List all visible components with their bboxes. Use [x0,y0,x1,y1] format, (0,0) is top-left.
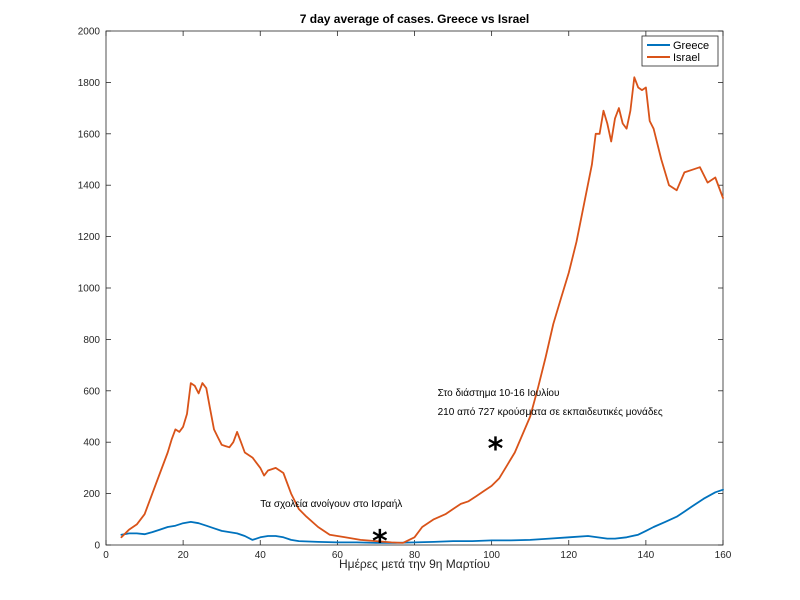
marker-layer: ** [372,432,504,560]
annotation-text-2: Στο διάστημα 10-16 Ιουλίου [438,387,560,399]
y-tick-label: 1200 [78,232,101,243]
y-tick-label: 200 [83,489,100,500]
chart-title: 7 day average of cases. Greece vs Israel [300,12,530,26]
annotation-text-1: Τα σχολεία ανοίγουν στο Ισραήλ [260,498,402,510]
asterisk-marker-1: * [372,524,388,559]
x-tick-label: 100 [483,550,500,561]
series-line-israel [120,76,724,544]
legend-label-greece: Greece [673,40,709,52]
y-tick-label: 400 [83,438,100,449]
y-tick-label: 1000 [78,284,101,295]
x-tick-label: 60 [332,550,344,561]
x-tick-label: 0 [103,550,109,561]
y-axis-ticks: 0 200 400 600 800 1000 1200 1400 1600 1800 2000 [78,27,723,552]
y-tick-label: 0 [94,541,100,552]
y-tick-label: 600 [83,386,100,397]
y-tick-label: 800 [83,335,100,346]
x-tick-label: 20 [178,550,190,561]
y-tick-label: 2000 [78,27,101,38]
y-tick-label: 1600 [78,129,101,140]
annotation-layer: Τα σχολεία ανοίγουν στο Ισραήλ Στο διάστη… [260,387,663,510]
series-line-greece [120,488,724,544]
x-tick-label: 140 [638,550,655,561]
x-tick-label: 120 [560,550,577,561]
x-tick-label: 40 [255,550,267,561]
series-layer [120,76,724,544]
x-axis-label: Ημέρες μετά την 9η Μαρτίου [339,557,490,571]
x-tick-label: 80 [409,550,421,561]
x-tick-label: 160 [715,550,732,561]
annotation-text-3: 210 από 727 κρούσματα σε εκπαιδευτικές μ… [438,406,663,418]
legend-label-israel: Israel [673,52,700,64]
y-tick-label: 1800 [78,78,101,89]
y-tick-label: 1400 [78,181,101,192]
asterisk-marker-2: * [488,432,504,467]
legend-box [641,35,719,67]
